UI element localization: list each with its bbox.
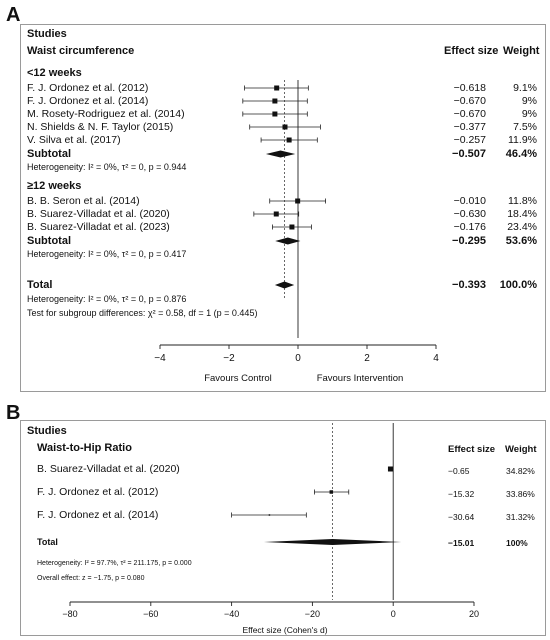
study-effect: −15.32	[448, 489, 475, 499]
study-name: F. J. Ordonez et al. (2014)	[37, 509, 159, 521]
study-weight: 9.1%	[513, 82, 537, 94]
total-effect: −15.01	[448, 538, 475, 548]
panel-a-studies-header: Studies	[27, 28, 67, 40]
x-axis-tick-label: −2	[223, 353, 235, 364]
x-axis-tick-label: −40	[224, 609, 239, 619]
x-axis-tick-label: 2	[364, 353, 370, 364]
study-weight: 9%	[521, 95, 537, 107]
study-effect: −0.65	[448, 466, 470, 476]
panel-a-effect-size-header: Effect size	[444, 45, 499, 57]
total-weight: 100%	[506, 538, 528, 548]
point-estimate-square	[295, 198, 301, 204]
study-weight: 11.9%	[508, 134, 537, 146]
subtotal-effect: −0.507	[452, 148, 486, 160]
x-axis-tick-label: 20	[469, 609, 479, 619]
study-effect: −0.618	[453, 82, 486, 94]
study-effect: −0.010	[453, 195, 486, 207]
study-name: F. J. Ordonez et al. (2012)	[37, 486, 159, 498]
total-effect: −0.393	[452, 279, 486, 291]
study-effect: −0.377	[453, 121, 486, 133]
x-axis-tick-label: −4	[154, 353, 166, 364]
study-name: B. Suarez-Villadat et al. (2020)	[37, 463, 180, 475]
favours-control-label: Favours Control	[204, 373, 272, 384]
x-axis-tick-label: 0	[391, 609, 396, 619]
point-estimate-square	[268, 514, 271, 516]
study-name: B. Suarez-Villadat et al. (2020)	[27, 208, 170, 220]
study-effect: −0.176	[453, 221, 486, 233]
study-weight: 9%	[521, 108, 537, 120]
study-weight: 7.5%	[513, 121, 537, 133]
study-weight: 23.4%	[507, 221, 537, 233]
total-diamond	[263, 539, 402, 545]
panel-b-heterogeneity: Heterogeneity: I² = 97.7%, τ² = 211.175,…	[37, 560, 192, 567]
subtotal-diamond	[265, 150, 296, 158]
x-axis-tick-label: −20	[305, 609, 320, 619]
point-estimate-square	[272, 98, 278, 104]
group-label-lt12: <12 weeks	[27, 67, 82, 79]
study-name: B. B. Seron et al. (2014)	[27, 195, 140, 207]
x-axis-tick-label: 0	[295, 353, 301, 364]
subtotal-label: Subtotal	[27, 235, 71, 247]
point-estimate-square	[388, 466, 394, 472]
study-effect: −0.630	[453, 208, 486, 220]
panel-b-letter: B	[6, 402, 21, 424]
study-name: V. Silva et al. (2017)	[27, 134, 121, 146]
panel-b-frame	[20, 420, 546, 636]
panel-b-effect-size-header: Effect size	[448, 444, 495, 455]
study-name: F. J. Ordonez et al. (2012)	[27, 82, 149, 94]
subtotal-weight: 46.4%	[505, 148, 537, 160]
subtotal-diamond	[275, 237, 301, 245]
panel-a-letter: A	[6, 4, 21, 26]
study-effect: −30.64	[448, 512, 475, 522]
study-weight: 31.32%	[506, 512, 535, 522]
panel-a-weight-header: Weight	[503, 45, 540, 57]
x-axis-tick-label: −60	[143, 609, 158, 619]
study-effect: −0.670	[453, 95, 486, 107]
point-estimate-square	[274, 85, 280, 91]
subtotal-heterogeneity: Heterogeneity: I² = 0%, τ² = 0, p = 0.94…	[27, 162, 187, 172]
panel-b-overall-effect: Overall effect: z = −1.75, p = 0.080	[37, 575, 145, 582]
study-effect: −0.670	[453, 108, 486, 120]
total-diamond	[274, 281, 295, 289]
study-effect: −0.257	[453, 134, 486, 146]
panel-b-weight-header: Weight	[505, 444, 537, 455]
study-weight: 11.8%	[508, 195, 537, 207]
subtotal-effect: −0.295	[452, 235, 486, 247]
group-label-ge12: ≥12 weeks	[27, 180, 82, 192]
panel-a-outcome-title: Waist circumference	[27, 45, 135, 57]
subtotal-label: Subtotal	[27, 148, 71, 160]
total-label: Total	[37, 537, 58, 547]
study-weight: 33.86%	[506, 489, 535, 499]
subtotal-heterogeneity: Heterogeneity: I² = 0%, τ² = 0, p = 0.41…	[27, 249, 187, 259]
study-name: B. Suarez-Villadat et al. (2023)	[27, 221, 170, 233]
point-estimate-square	[273, 211, 279, 217]
total-label: Total	[27, 279, 53, 291]
study-name: N. Shields & N. F. Taylor (2015)	[27, 121, 174, 133]
study-name: M. Rosety-Rodriguez et al. (2014)	[27, 108, 185, 120]
subtotal-weight: 53.6%	[505, 235, 537, 247]
x-axis-tick-label: 4	[433, 353, 439, 364]
point-estimate-square	[289, 224, 295, 230]
subgroup-difference-test: Test for subgroup differences: χ² = 0.58…	[27, 308, 258, 318]
panel-b-studies-header: Studies	[27, 425, 67, 437]
study-weight: 18.4%	[507, 208, 537, 220]
point-estimate-square	[282, 124, 288, 130]
point-estimate-square	[272, 111, 278, 117]
panel-b-outcome-title: Waist-to-Hip Ratio	[37, 442, 132, 454]
panel-a-frame	[20, 24, 546, 392]
panel-b-x-axis-label: Effect size (Cohen's d)	[242, 625, 328, 635]
point-estimate-square	[329, 490, 334, 494]
study-name: F. J. Ordonez et al. (2014)	[27, 95, 149, 107]
favours-intervention-label: Favours Intervention	[316, 373, 404, 384]
total-heterogeneity: Heterogeneity: I² = 0%, τ² = 0, p = 0.87…	[27, 294, 187, 304]
study-weight: 34.82%	[506, 466, 535, 476]
point-estimate-square	[286, 137, 292, 143]
x-axis-tick-label: −80	[62, 609, 77, 619]
total-weight: 100.0%	[499, 279, 537, 291]
